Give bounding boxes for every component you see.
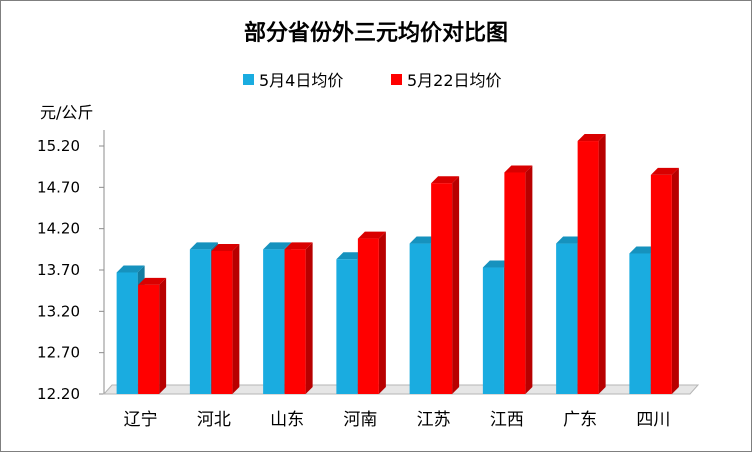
bar-top [138, 277, 167, 285]
bar-2-山东 [284, 242, 313, 394]
bar-2-江苏 [431, 176, 460, 394]
bar-2-辽宁 [138, 277, 167, 394]
bar-top [629, 246, 658, 254]
x-tick-label: 江西 [490, 410, 524, 430]
bar-top [211, 243, 240, 251]
bar-top [556, 236, 585, 244]
bar-side [525, 165, 533, 394]
bar-front [577, 141, 599, 394]
x-tick-label: 广东 [563, 410, 597, 430]
legend-swatch-series-1 [243, 74, 254, 85]
bar-2-河北 [211, 243, 240, 394]
bar-front [263, 249, 285, 394]
bar-side [232, 243, 240, 394]
bar-side [159, 277, 167, 394]
bar-front [284, 249, 306, 394]
bar-top [482, 260, 511, 268]
bar-front [138, 284, 160, 394]
bar-top [116, 265, 145, 273]
bar-side [452, 176, 460, 394]
bar-top [431, 176, 460, 184]
bar-top [189, 242, 218, 250]
x-tick-label: 河北 [197, 410, 231, 430]
bar-2-江西 [504, 165, 533, 394]
legend: 5月4日均价 5月22日均价 [243, 71, 502, 90]
bar-top [263, 242, 292, 250]
bar-front [116, 272, 138, 394]
y-tick-label: 15.20 [37, 137, 80, 155]
bars [116, 134, 679, 395]
y-tick-label: 12.70 [37, 344, 80, 362]
x-tick-label: 辽宁 [124, 410, 158, 430]
y-tick-label: 14.70 [37, 178, 80, 196]
x-tick-label: 山东 [270, 410, 304, 430]
x-tick-label: 河南 [343, 410, 377, 430]
bar-front [556, 243, 578, 394]
legend-swatch-series-2 [391, 74, 402, 85]
bar-front [650, 174, 672, 394]
bar-side [598, 134, 606, 395]
bar-front [211, 250, 233, 394]
y-tick-label: 12.20 [37, 385, 80, 403]
y-tick-label: 14.20 [37, 220, 80, 238]
legend-label-series-1: 5月4日均价 [259, 71, 343, 90]
category-labels: 辽宁 河北 山东 河南 江苏 江西 广东 四川 [124, 410, 671, 430]
bar-side [305, 242, 313, 394]
bar-2-河南 [357, 231, 386, 394]
bar-front [629, 253, 651, 394]
plot-area [102, 130, 700, 395]
y-tick-labels: 12.20 12.70 13.20 13.70 14.20 14.70 15.20 [37, 137, 104, 403]
y-tick-label: 13.20 [37, 302, 80, 320]
bar-front [482, 267, 504, 394]
bar-top [650, 167, 679, 175]
bar-top [336, 252, 365, 260]
bar-top [577, 134, 606, 142]
bar-top [409, 236, 438, 244]
chart-title: 部分省份外三元均价对比图 [244, 20, 508, 46]
bar-front [336, 259, 358, 394]
x-tick-label: 四川 [636, 410, 670, 430]
bar-2-广东 [577, 134, 606, 395]
bar-front [189, 249, 211, 394]
bar-top [504, 165, 533, 173]
bar-front [431, 183, 453, 394]
bar-front [357, 238, 379, 394]
legend-label-series-2: 5月22日均价 [407, 71, 502, 90]
y-axis-label: 元/公斤 [40, 103, 93, 122]
bar-front [504, 172, 526, 394]
x-tick-label: 江苏 [417, 410, 451, 430]
bar-side [378, 231, 386, 394]
bar-front [409, 243, 431, 394]
y-tick-label: 13.70 [37, 261, 80, 279]
bar-top [284, 242, 313, 250]
bar-2-四川 [650, 167, 679, 394]
bar-side [671, 167, 679, 394]
bar-top [357, 231, 386, 239]
